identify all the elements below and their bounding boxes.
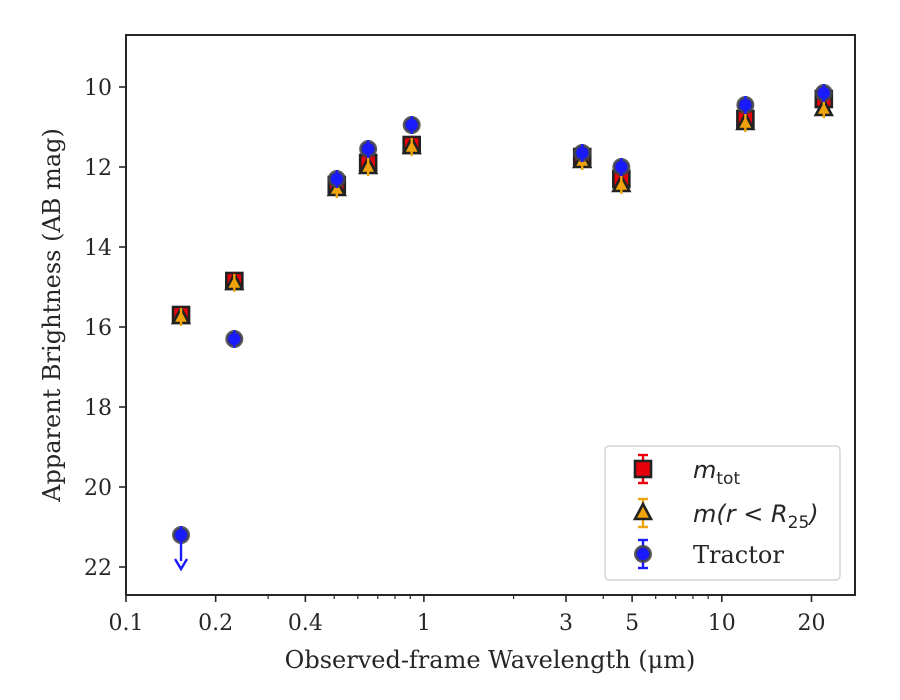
legend-markers [632,453,654,570]
legend-mtot-main: m [693,456,716,484]
y-tick-label-4: 18 [84,396,112,421]
x-tick-label-7: 20 [797,611,825,636]
series-mr25 [170,97,834,326]
x-tick-label-4: 3 [559,611,573,636]
legend-mr25-tail: ) [807,500,818,528]
series-mtot [171,89,834,325]
series-tractor [172,84,833,572]
x-axis-label: Observed-frame Wavelength (μm) [285,646,696,674]
legend-marker-mr25 [632,501,654,521]
axes: 0.1 0.2 0.4 1 3 5 10 20 10 12 14 16 18 20 22 [84,76,825,636]
legend-label-mr25: m(r < R25) [693,500,819,533]
legend: mtot m(r < R25) Tractor [604,445,841,581]
x-tick-label-5: 5 [625,611,639,636]
y-tick-label-5: 20 [84,476,112,501]
legend-marker-tractor [634,545,652,563]
legend-label-mtot: mtot [693,456,740,489]
y-axis-label: Apparent Brightness (AB mag) [38,128,66,503]
legend-marker-mtot [633,459,653,479]
y-tick-label-1: 12 [84,156,112,181]
data-layer [170,84,834,572]
legend-mtot-sub: tot [716,469,740,489]
y-tick-label-3: 16 [84,316,112,341]
x-tick-label-2: 0.4 [288,611,323,636]
legend-label-tractor: Tractor [693,541,784,569]
y-tick-label-6: 22 [84,556,112,581]
plot-frame [125,34,856,596]
y-tick-label-2: 14 [84,236,112,261]
y-tick-label-0: 10 [84,76,112,101]
x-tick-label-0: 0.1 [109,611,144,636]
legend-mr25-main: m(r < R [693,500,788,528]
x-tick-label-1: 0.2 [198,611,233,636]
legend-mr25-sub: 25 [788,513,810,533]
tractor-point-0-upper-limit-arrow [173,558,189,572]
x-tick-label-6: 10 [708,611,736,636]
legend-box [604,445,841,581]
x-tick-label-3: 1 [417,611,431,636]
